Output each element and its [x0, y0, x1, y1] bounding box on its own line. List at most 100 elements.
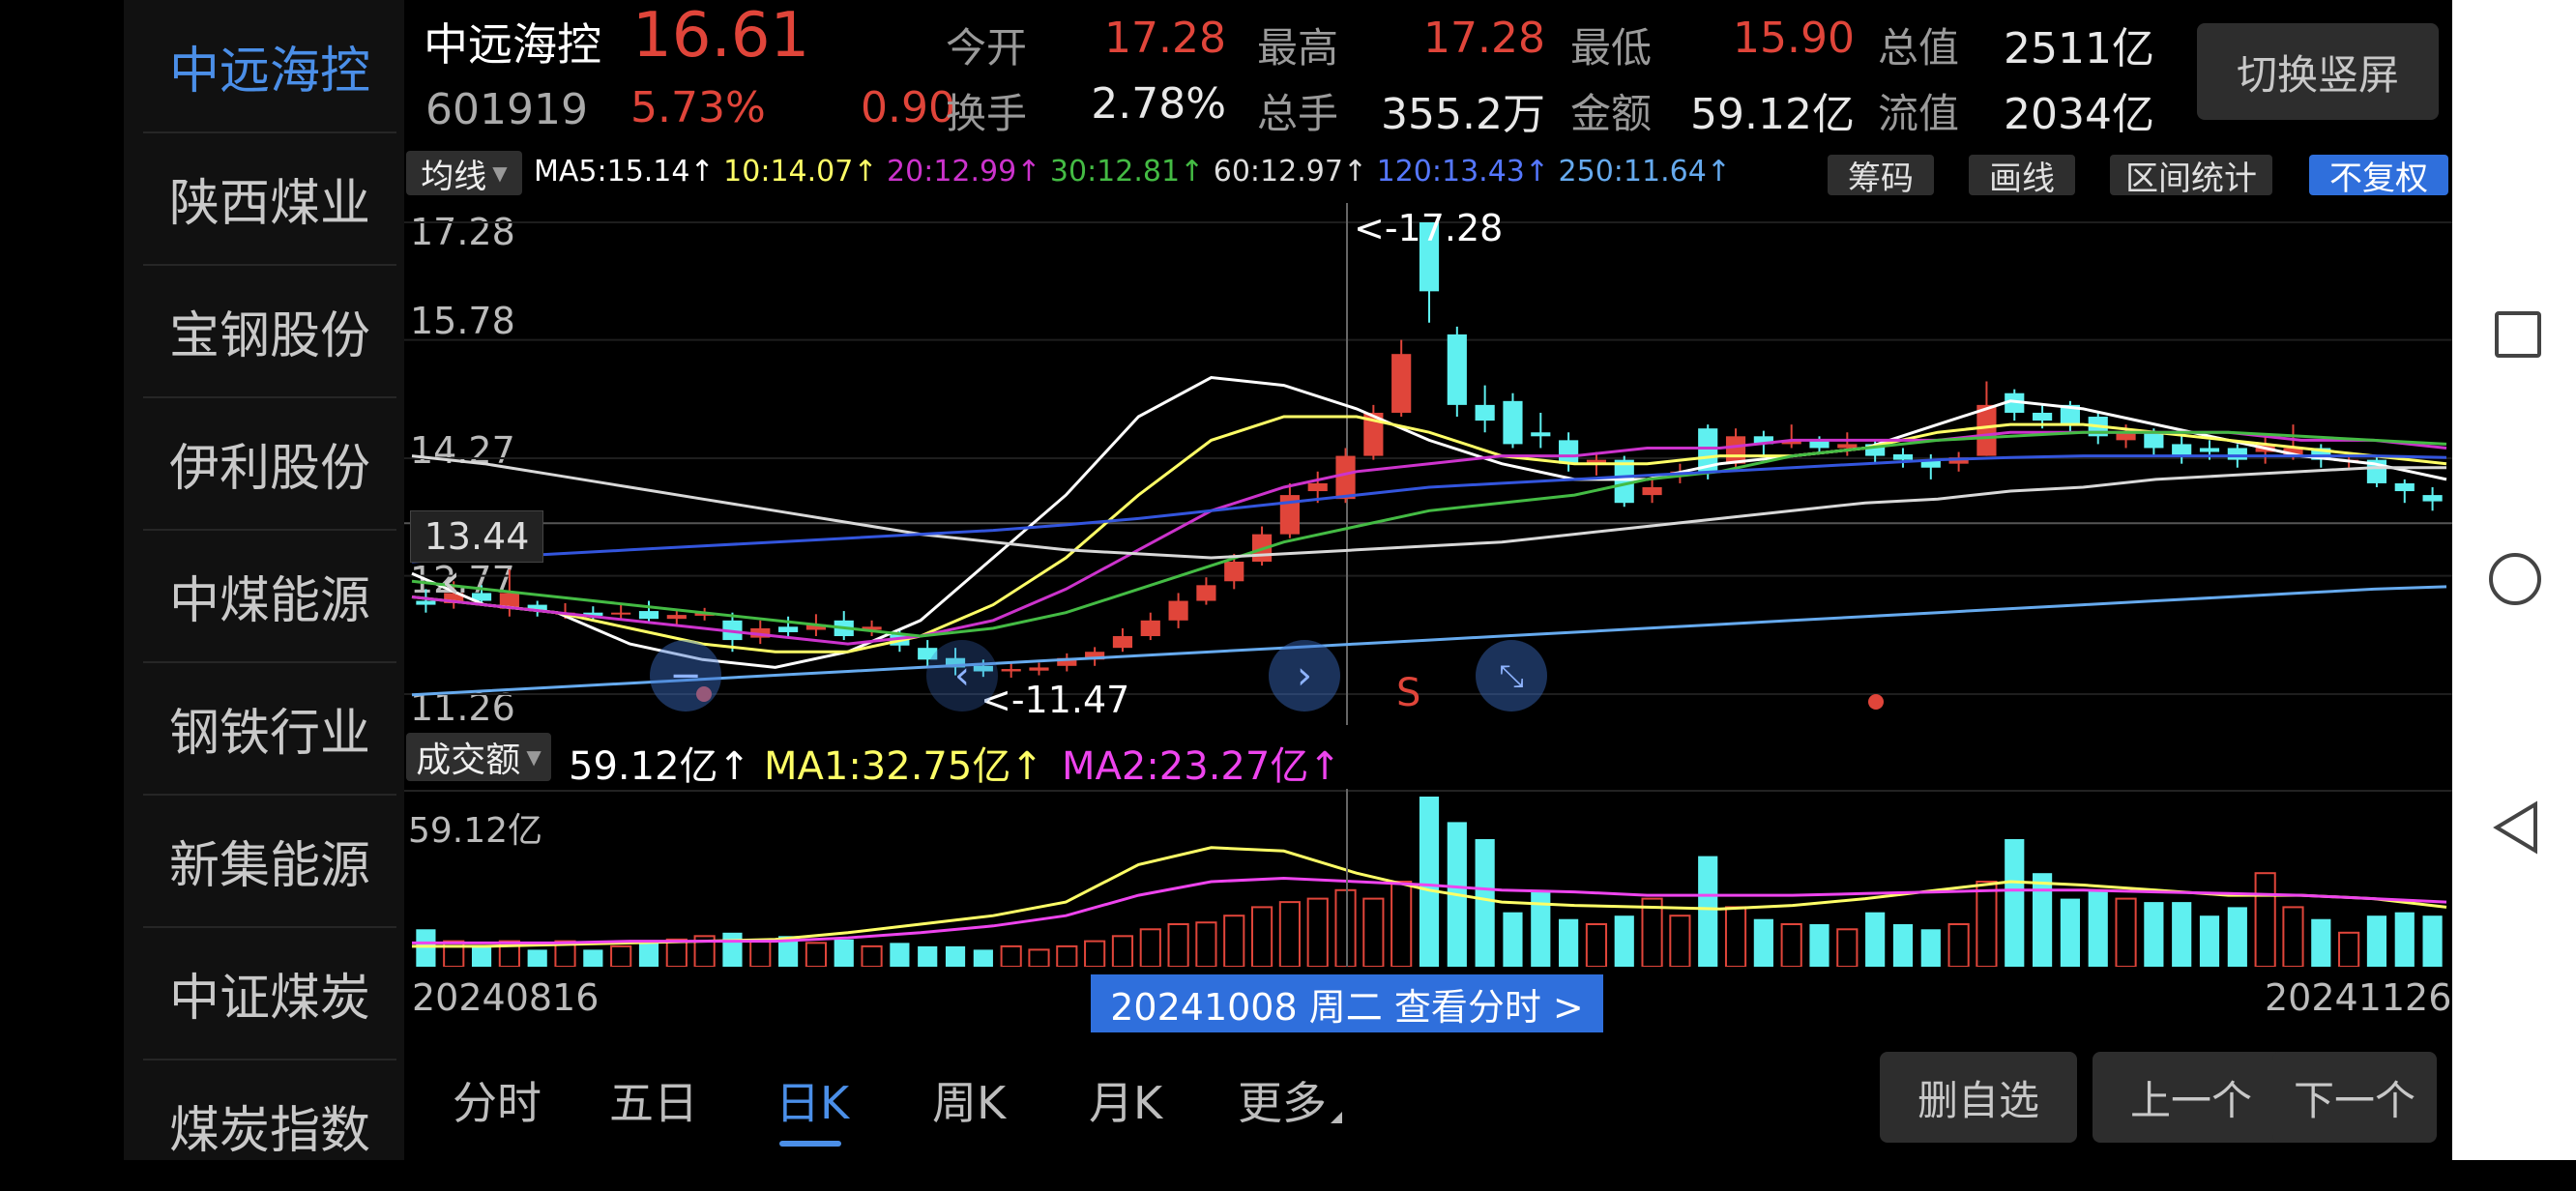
high-label: 最高 [1257, 24, 1339, 72]
open-value: 17.28 [1104, 14, 1226, 63]
volume-bar [2422, 915, 2443, 967]
candle-body [2060, 404, 2080, 425]
volume-bar [2060, 898, 2080, 967]
ma-line-ma30 [411, 430, 2447, 638]
switch-portrait-button[interactable]: 切换竖屏 [2197, 23, 2439, 120]
candle-body [666, 615, 687, 620]
volume-bar [1976, 881, 1998, 967]
scroll-left-button[interactable]: ‹ [926, 640, 998, 712]
sidebar-item-coal-index[interactable]: 煤炭指数 [143, 1060, 396, 1191]
stock-name: 中远海控 [424, 18, 601, 71]
candle-body [611, 612, 631, 615]
chips-button[interactable]: 筹码 [1828, 155, 1934, 198]
candle-body [2422, 495, 2443, 502]
candle-body [1335, 455, 1356, 500]
change-percent: 5.73% [630, 83, 766, 132]
volume-bar [2282, 906, 2304, 967]
zoom-out-button[interactable]: − [650, 640, 721, 712]
tab-weekly-k[interactable]: 周K [932, 1077, 1007, 1129]
volume-bar [1000, 944, 1022, 967]
range-stats-button[interactable]: 区间统计 [2110, 155, 2272, 198]
back-icon[interactable] [2491, 800, 2541, 855]
tab-intraday[interactable]: 分时 [453, 1077, 542, 1129]
volume-bar [834, 939, 854, 967]
sidebar-item-csi-coal[interactable]: 中证煤炭 [143, 927, 396, 1060]
ma-line-ma10 [411, 415, 2447, 654]
candle-body [1531, 432, 1551, 437]
volume-bar [805, 942, 828, 967]
candle-body [2144, 432, 2164, 449]
home-icon[interactable] [2489, 553, 2541, 605]
candle-body [1753, 436, 1773, 445]
volume-bar [749, 940, 772, 967]
volume-bar [527, 949, 547, 967]
volume-bar [890, 943, 910, 967]
volume-bar [2032, 873, 2053, 967]
volume-bar [2366, 915, 2387, 967]
volume-bar [498, 940, 520, 967]
tab-more[interactable]: 更多 [1238, 1077, 1327, 1129]
candle-body [1559, 440, 1579, 464]
ma10-value: 10:14.07↑ [723, 155, 878, 189]
candle-body [444, 593, 464, 603]
next-stock-button[interactable]: 下一个 [2272, 1052, 2437, 1143]
candle-body [1140, 620, 1160, 637]
current-price: 16.61 [632, 0, 810, 72]
volume-bar [443, 940, 465, 967]
ma30-value: 30:12.81↑ [1049, 155, 1205, 189]
sidebar-item-label: 伊利股份 [168, 439, 370, 498]
tab-daily-k[interactable]: 日K [776, 1077, 850, 1129]
end-date: 20241126 [2265, 976, 2452, 1019]
tab-monthly-k[interactable]: 月K [1089, 1077, 1163, 1129]
ma-select[interactable]: 均线 ▼ [406, 151, 522, 196]
signal-dot [696, 686, 712, 702]
candle-body [1001, 669, 1021, 672]
sidebar-item-xinji-energy[interactable]: 新集能源 [143, 795, 396, 928]
volume-indicator-select[interactable]: 成交额 ▼ [406, 733, 551, 781]
change-amount: 0.90 [861, 83, 955, 132]
volume-bar [973, 949, 993, 967]
amount-value: 59.12亿 [1690, 90, 1855, 139]
volume-bar [1920, 929, 1941, 967]
candle-body [2394, 482, 2415, 492]
sidebar-item-shaanxi-coal[interactable]: 陕西煤业 [143, 132, 396, 266]
volume-bar [2199, 915, 2220, 967]
candle-body [1586, 459, 1607, 464]
ma-values: MA5:15.14↑ 10:14.07↑ 20:12.99↑ 30:12.81↑… [534, 155, 1731, 189]
volume-chart[interactable] [404, 789, 2452, 967]
sidebar-item-baosteel[interactable]: 宝钢股份 [143, 265, 396, 398]
tab-five-day[interactable]: 五日 [609, 1077, 698, 1129]
scroll-right-button[interactable]: › [1269, 640, 1340, 712]
collapse-button[interactable]: ⤡ [1476, 640, 1547, 712]
adjust-button[interactable]: 不复权 [2309, 155, 2448, 198]
ma60-value: 60:12.97↑ [1213, 155, 1368, 189]
view-intraday-button[interactable]: 20241008 周二 查看分时 > [1091, 974, 1603, 1032]
recent-apps-icon[interactable] [2495, 311, 2541, 358]
remove-favorite-button[interactable]: 删自选 [1880, 1052, 2077, 1143]
volume-bar [1111, 935, 1134, 967]
candle-body [973, 665, 993, 672]
previous-stock-button[interactable]: 上一个 [2093, 1052, 2290, 1143]
sidebar-item-zhongyuan[interactable]: 中远海控 [143, 0, 396, 133]
volume-bar [1419, 797, 1440, 967]
volume-bar [1780, 923, 1802, 967]
volume-ma1: MA1:32.75亿↑ [764, 744, 1043, 789]
sidebar-item-yili[interactable]: 伊利股份 [143, 397, 396, 531]
draw-line-button[interactable]: 画线 [1969, 155, 2075, 198]
volume-bar [1475, 839, 1495, 967]
candlestick-chart[interactable] [404, 203, 2452, 725]
chevron-left-icon[interactable]: ‹ [441, 553, 461, 611]
candle-body [1391, 354, 1412, 413]
volume-bar [1139, 928, 1161, 967]
volume-bar [945, 945, 966, 967]
sidebar-item-china-coal[interactable]: 中煤能源 [143, 530, 396, 663]
volume-bar [1585, 923, 1608, 967]
ma250-value: 250:11.64↑ [1558, 155, 1731, 189]
candle-body [583, 612, 603, 616]
collapse-icon: ⤡ [1499, 656, 1524, 694]
volume-bar [1836, 928, 1859, 967]
chevron-left-icon: ‹ [954, 654, 970, 698]
volume-ma2: MA2:23.27亿↑ [1062, 744, 1341, 789]
sidebar-item-steel-industry[interactable]: 钢铁行业 [143, 662, 396, 796]
candle-body [2172, 444, 2192, 456]
